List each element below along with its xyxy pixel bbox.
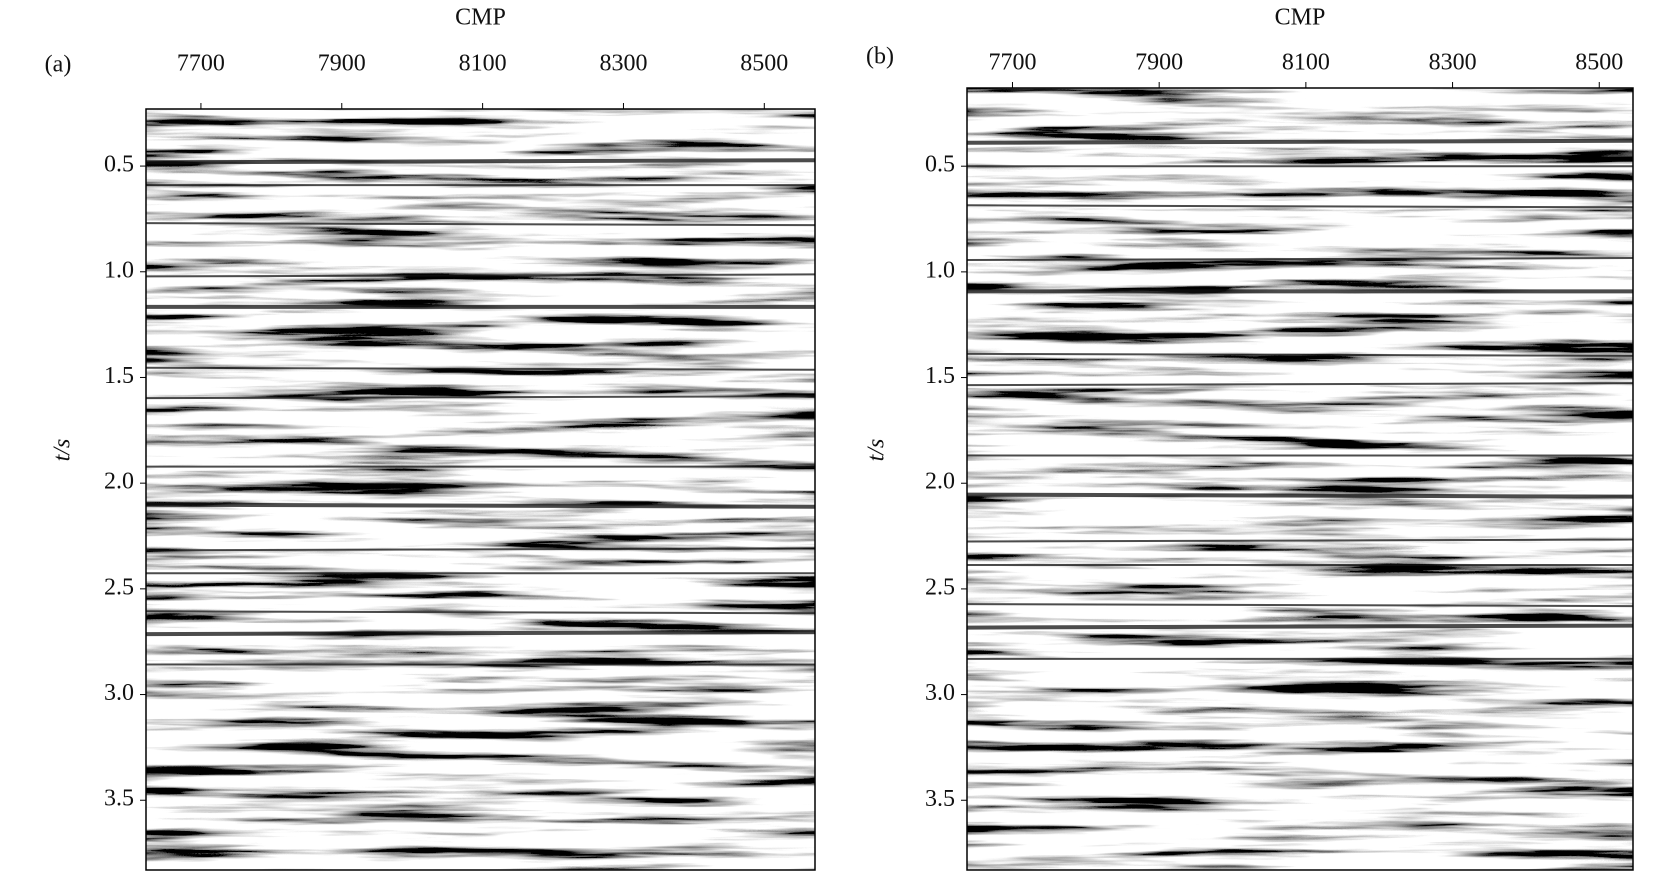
reflector <box>966 623 1634 630</box>
seismic-image <box>967 88 1633 870</box>
plot-frame <box>966 87 1634 871</box>
reflector <box>145 502 816 509</box>
y-tick-label: 3.0 <box>925 680 955 706</box>
reflector <box>145 273 816 278</box>
panel-label: (a) <box>45 52 72 78</box>
x-tick-label: 8300 <box>599 51 647 77</box>
seismic-image <box>146 109 815 870</box>
y-tick-label: 1.5 <box>925 363 955 389</box>
x-tick-label: 8100 <box>459 51 507 77</box>
y-tick-label: 1.5 <box>104 363 134 389</box>
x-tick-label: 8100 <box>1282 50 1330 76</box>
reflector <box>145 366 816 371</box>
y-tick-label: 0.5 <box>104 152 134 178</box>
y-tick-label: 1.0 <box>104 257 134 283</box>
reflector <box>966 382 1634 387</box>
x-tick-label: 7700 <box>988 50 1036 76</box>
y-tick-label: 2.5 <box>104 574 134 600</box>
reflector <box>966 352 1634 357</box>
y-axis-label: t/s <box>50 439 76 462</box>
reflector <box>145 610 816 615</box>
y-tick-label: 3.5 <box>925 786 955 812</box>
x-tick-label: 7900 <box>318 51 366 77</box>
reflector <box>145 395 816 400</box>
reflector <box>966 538 1634 543</box>
x-tick-label: 7900 <box>1135 50 1183 76</box>
reflector <box>966 138 1634 145</box>
y-tick-label: 3.5 <box>104 786 134 812</box>
y-tick-label: 0.5 <box>925 152 955 178</box>
reflector <box>145 222 816 227</box>
reflector <box>145 158 816 165</box>
x-tick-label: 8500 <box>740 51 788 77</box>
x-axis-label: CMP <box>1275 5 1326 31</box>
reflector <box>966 492 1634 499</box>
reflector <box>966 257 1634 262</box>
reflector <box>145 630 816 637</box>
reflector <box>145 547 816 552</box>
y-axis-label: t/s <box>864 439 890 462</box>
x-tick-label: 7700 <box>177 51 225 77</box>
reflector <box>966 603 1634 608</box>
plot-frame <box>145 108 816 871</box>
x-tick-label: 8500 <box>1575 50 1623 76</box>
reflector <box>966 204 1634 209</box>
x-axis-label: CMP <box>455 5 506 31</box>
panel-label: (b) <box>866 44 894 70</box>
y-tick-label: 2.5 <box>925 574 955 600</box>
y-tick-label: 2.0 <box>104 469 134 495</box>
y-tick-label: 3.0 <box>104 680 134 706</box>
x-tick-label: 8300 <box>1429 50 1477 76</box>
y-tick-label: 2.0 <box>925 469 955 495</box>
y-tick-label: 1.0 <box>925 257 955 283</box>
